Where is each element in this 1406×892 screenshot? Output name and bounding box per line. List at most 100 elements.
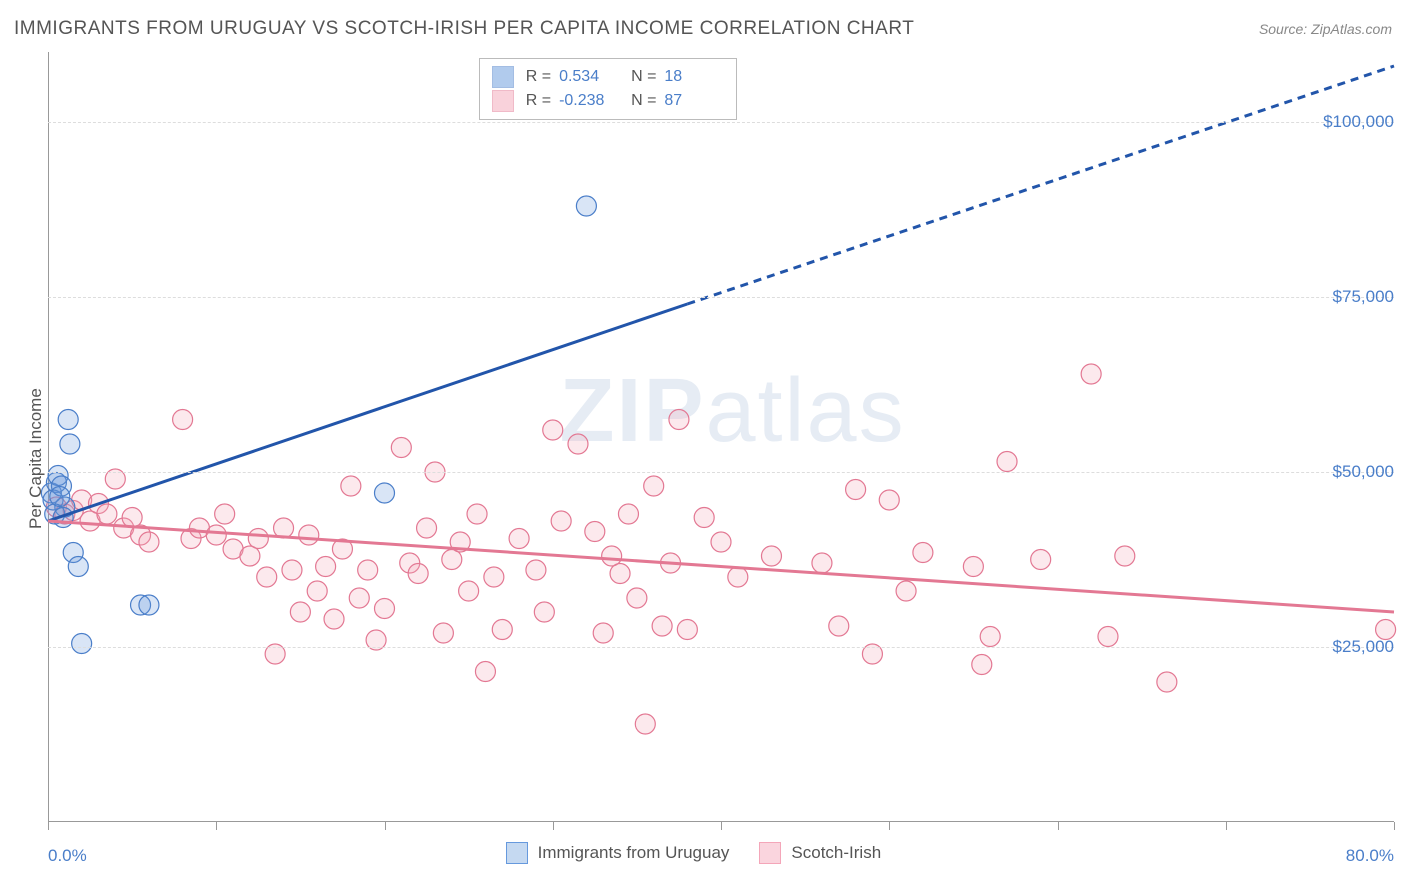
data-point (459, 581, 479, 601)
x-tick (216, 822, 217, 830)
legend-swatch (506, 842, 528, 864)
data-point (173, 410, 193, 430)
data-point (972, 655, 992, 675)
data-point (644, 476, 664, 496)
data-point (484, 567, 504, 587)
data-point (669, 410, 689, 430)
data-point (568, 434, 588, 454)
data-point (417, 518, 437, 538)
data-point (551, 511, 571, 531)
data-point (618, 504, 638, 524)
trend-line (48, 304, 687, 521)
data-point (139, 532, 159, 552)
data-point (1098, 627, 1118, 647)
data-point (829, 616, 849, 636)
scatter-plot (0, 0, 1406, 892)
x-tick (721, 822, 722, 830)
data-point (879, 490, 899, 510)
data-point (475, 662, 495, 682)
data-point (282, 560, 302, 580)
gridline (48, 647, 1394, 648)
y-tick-label: $50,000 (1333, 462, 1394, 482)
data-point (492, 620, 512, 640)
x-tick (553, 822, 554, 830)
data-point (248, 529, 268, 549)
gridline (48, 122, 1394, 123)
data-point (341, 476, 361, 496)
x-tick (889, 822, 890, 830)
data-point (711, 532, 731, 552)
data-point (652, 616, 672, 636)
data-point (728, 567, 748, 587)
y-tick-label: $75,000 (1333, 287, 1394, 307)
x-tick (385, 822, 386, 830)
data-point (509, 529, 529, 549)
data-point (349, 588, 369, 608)
data-point (585, 522, 605, 542)
data-point (215, 504, 235, 524)
data-point (846, 480, 866, 500)
data-point (58, 410, 78, 430)
legend-item: Immigrants from Uruguay (506, 842, 730, 864)
data-point (1031, 550, 1051, 570)
data-point (290, 602, 310, 622)
data-point (610, 564, 630, 584)
data-point (997, 452, 1017, 472)
data-point (358, 560, 378, 580)
y-tick-label: $100,000 (1323, 112, 1394, 132)
data-point (408, 564, 428, 584)
data-point (635, 714, 655, 734)
data-point (543, 420, 563, 440)
legend-label: Immigrants from Uruguay (538, 843, 730, 863)
data-point (375, 599, 395, 619)
x-max-label: 80.0% (1346, 846, 1394, 866)
data-point (72, 634, 92, 654)
trend-line-dashed (687, 66, 1394, 304)
data-point (50, 487, 70, 507)
data-point (391, 438, 411, 458)
legend-row: R = -0.238 N = 87 (492, 89, 725, 113)
data-point (1157, 672, 1177, 692)
data-point (627, 588, 647, 608)
data-point (812, 553, 832, 573)
data-point (299, 525, 319, 545)
legend-swatch (492, 66, 514, 88)
data-point (694, 508, 714, 528)
data-point (963, 557, 983, 577)
data-point (534, 602, 554, 622)
data-point (307, 581, 327, 601)
legend-row: R = 0.534 N = 18 (492, 65, 725, 89)
legend-swatch (759, 842, 781, 864)
legend-swatch (492, 90, 514, 112)
data-point (375, 483, 395, 503)
x-tick (1226, 822, 1227, 830)
data-point (896, 581, 916, 601)
data-point (433, 623, 453, 643)
data-point (761, 546, 781, 566)
data-point (913, 543, 933, 563)
data-point (316, 557, 336, 577)
data-point (324, 609, 344, 629)
data-point (526, 560, 546, 580)
data-point (97, 504, 117, 524)
data-point (677, 620, 697, 640)
x-tick (1394, 822, 1395, 830)
x-tick (48, 822, 49, 830)
data-point (139, 595, 159, 615)
data-point (206, 525, 226, 545)
data-point (1115, 546, 1135, 566)
stats-legend: R = 0.534 N = 18R = -0.238 N = 87 (479, 58, 738, 120)
y-tick-label: $25,000 (1333, 637, 1394, 657)
data-point (1081, 364, 1101, 384)
y-axis-title: Per Capita Income (26, 389, 46, 530)
data-point (467, 504, 487, 524)
data-point (980, 627, 1000, 647)
gridline (48, 472, 1394, 473)
gridline (48, 297, 1394, 298)
data-point (60, 434, 80, 454)
x-min-label: 0.0% (48, 846, 87, 866)
data-point (576, 196, 596, 216)
legend-item: Scotch-Irish (759, 842, 881, 864)
data-point (257, 567, 277, 587)
series-legend: Immigrants from Uruguay Scotch-Irish (506, 842, 882, 864)
